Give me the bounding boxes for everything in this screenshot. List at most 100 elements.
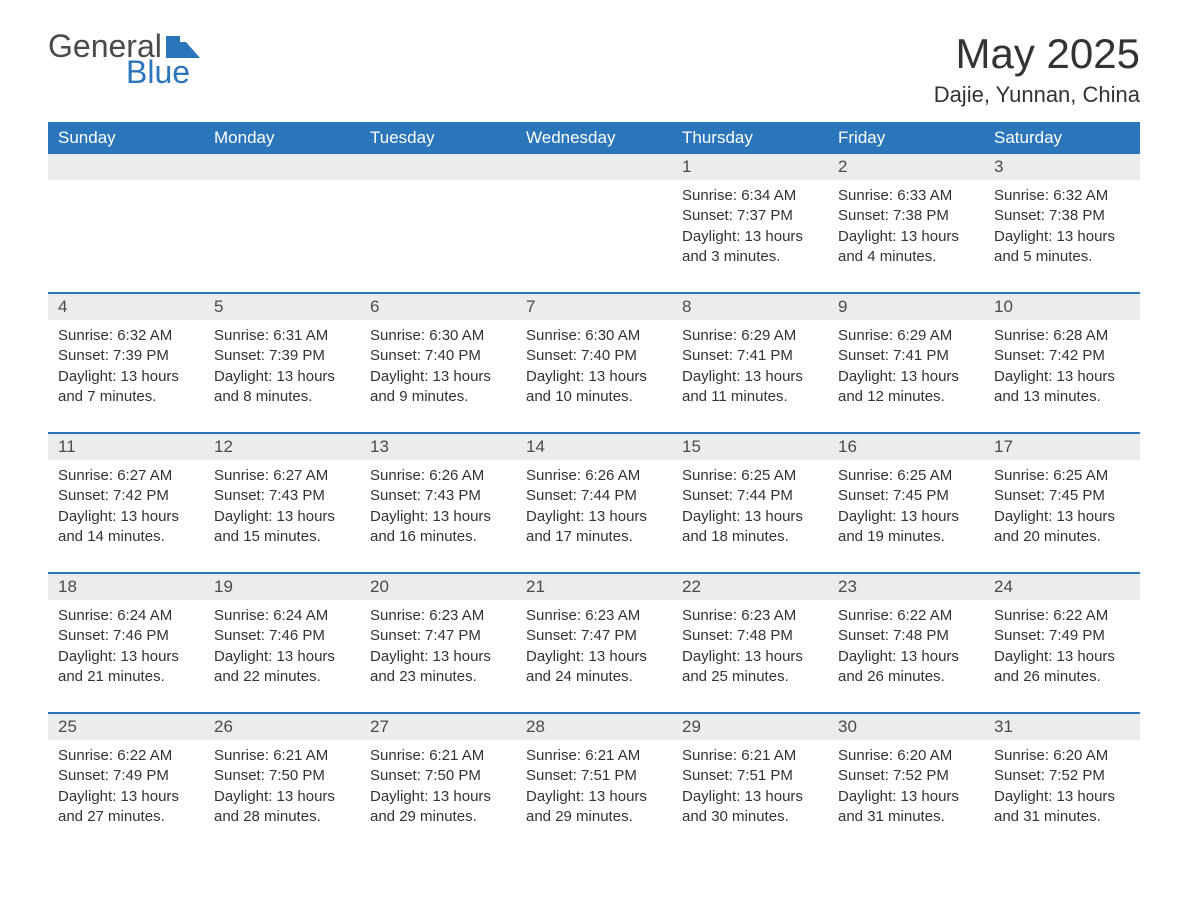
day-sunset: Sunset: 7:46 PM bbox=[214, 626, 350, 646]
calendar-day: 18Sunrise: 6:24 AMSunset: 7:46 PMDayligh… bbox=[48, 574, 204, 694]
day-body: Sunrise: 6:29 AMSunset: 7:41 PMDaylight:… bbox=[828, 320, 984, 411]
day-sunset: Sunset: 7:43 PM bbox=[214, 486, 350, 506]
day-sunrise: Sunrise: 6:20 AM bbox=[838, 746, 974, 766]
day-daylight1: Daylight: 13 hours bbox=[994, 647, 1130, 667]
day-sunset: Sunset: 7:41 PM bbox=[682, 346, 818, 366]
calendar-day: 21Sunrise: 6:23 AMSunset: 7:47 PMDayligh… bbox=[516, 574, 672, 694]
day-number: 15 bbox=[672, 434, 828, 460]
day-daylight1: Daylight: 13 hours bbox=[682, 647, 818, 667]
day-body: Sunrise: 6:32 AMSunset: 7:39 PMDaylight:… bbox=[48, 320, 204, 411]
day-daylight1: Daylight: 13 hours bbox=[682, 227, 818, 247]
day-body: Sunrise: 6:33 AMSunset: 7:38 PMDaylight:… bbox=[828, 180, 984, 271]
day-sunset: Sunset: 7:48 PM bbox=[838, 626, 974, 646]
day-daylight2: and 8 minutes. bbox=[214, 387, 350, 407]
day-sunrise: Sunrise: 6:32 AM bbox=[58, 326, 194, 346]
day-number: 16 bbox=[828, 434, 984, 460]
day-sunrise: Sunrise: 6:22 AM bbox=[58, 746, 194, 766]
day-sunrise: Sunrise: 6:27 AM bbox=[58, 466, 194, 486]
month-title: May 2025 bbox=[934, 30, 1140, 78]
day-body: Sunrise: 6:22 AMSunset: 7:48 PMDaylight:… bbox=[828, 600, 984, 691]
day-daylight2: and 15 minutes. bbox=[214, 527, 350, 547]
day-daylight2: and 28 minutes. bbox=[214, 807, 350, 827]
day-number: 28 bbox=[516, 714, 672, 740]
page-header: General Blue May 2025 Dajie, Yunnan, Chi… bbox=[48, 30, 1140, 108]
day-sunset: Sunset: 7:47 PM bbox=[526, 626, 662, 646]
day-daylight2: and 4 minutes. bbox=[838, 247, 974, 267]
calendar-day: 20Sunrise: 6:23 AMSunset: 7:47 PMDayligh… bbox=[360, 574, 516, 694]
day-sunset: Sunset: 7:51 PM bbox=[682, 766, 818, 786]
day-number: 13 bbox=[360, 434, 516, 460]
day-of-week-header: Saturday bbox=[984, 122, 1140, 154]
day-daylight1: Daylight: 13 hours bbox=[58, 367, 194, 387]
day-sunrise: Sunrise: 6:26 AM bbox=[526, 466, 662, 486]
day-daylight2: and 24 minutes. bbox=[526, 667, 662, 687]
day-daylight1: Daylight: 13 hours bbox=[838, 367, 974, 387]
day-daylight2: and 17 minutes. bbox=[526, 527, 662, 547]
day-daylight2: and 25 minutes. bbox=[682, 667, 818, 687]
day-daylight2: and 30 minutes. bbox=[682, 807, 818, 827]
day-sunset: Sunset: 7:51 PM bbox=[526, 766, 662, 786]
day-number bbox=[516, 154, 672, 180]
day-of-week-header: Wednesday bbox=[516, 122, 672, 154]
day-sunset: Sunset: 7:45 PM bbox=[838, 486, 974, 506]
day-number: 29 bbox=[672, 714, 828, 740]
day-daylight2: and 22 minutes. bbox=[214, 667, 350, 687]
day-daylight2: and 10 minutes. bbox=[526, 387, 662, 407]
day-body: Sunrise: 6:34 AMSunset: 7:37 PMDaylight:… bbox=[672, 180, 828, 271]
day-body: Sunrise: 6:25 AMSunset: 7:44 PMDaylight:… bbox=[672, 460, 828, 551]
day-sunset: Sunset: 7:44 PM bbox=[682, 486, 818, 506]
day-sunset: Sunset: 7:42 PM bbox=[994, 346, 1130, 366]
calendar-day: 30Sunrise: 6:20 AMSunset: 7:52 PMDayligh… bbox=[828, 714, 984, 834]
calendar-day: 13Sunrise: 6:26 AMSunset: 7:43 PMDayligh… bbox=[360, 434, 516, 554]
day-sunrise: Sunrise: 6:20 AM bbox=[994, 746, 1130, 766]
day-sunrise: Sunrise: 6:22 AM bbox=[838, 606, 974, 626]
day-daylight1: Daylight: 13 hours bbox=[58, 647, 194, 667]
day-body: Sunrise: 6:25 AMSunset: 7:45 PMDaylight:… bbox=[984, 460, 1140, 551]
calendar-day: 22Sunrise: 6:23 AMSunset: 7:48 PMDayligh… bbox=[672, 574, 828, 694]
day-sunset: Sunset: 7:39 PM bbox=[214, 346, 350, 366]
calendar-day-empty bbox=[516, 154, 672, 274]
day-daylight1: Daylight: 13 hours bbox=[994, 367, 1130, 387]
day-body: Sunrise: 6:22 AMSunset: 7:49 PMDaylight:… bbox=[48, 740, 204, 831]
day-daylight1: Daylight: 13 hours bbox=[214, 367, 350, 387]
day-sunrise: Sunrise: 6:29 AM bbox=[682, 326, 818, 346]
calendar-week: 11Sunrise: 6:27 AMSunset: 7:42 PMDayligh… bbox=[48, 432, 1140, 554]
calendar-day-empty bbox=[48, 154, 204, 274]
day-number: 24 bbox=[984, 574, 1140, 600]
day-daylight2: and 3 minutes. bbox=[682, 247, 818, 267]
day-body bbox=[48, 180, 204, 190]
day-number: 3 bbox=[984, 154, 1140, 180]
day-number: 14 bbox=[516, 434, 672, 460]
calendar-day: 2Sunrise: 6:33 AMSunset: 7:38 PMDaylight… bbox=[828, 154, 984, 274]
day-sunrise: Sunrise: 6:30 AM bbox=[370, 326, 506, 346]
day-daylight1: Daylight: 13 hours bbox=[370, 367, 506, 387]
day-number: 9 bbox=[828, 294, 984, 320]
day-number: 10 bbox=[984, 294, 1140, 320]
day-daylight1: Daylight: 13 hours bbox=[682, 787, 818, 807]
day-number: 2 bbox=[828, 154, 984, 180]
day-body: Sunrise: 6:29 AMSunset: 7:41 PMDaylight:… bbox=[672, 320, 828, 411]
day-number: 20 bbox=[360, 574, 516, 600]
day-sunset: Sunset: 7:50 PM bbox=[214, 766, 350, 786]
day-body: Sunrise: 6:21 AMSunset: 7:51 PMDaylight:… bbox=[672, 740, 828, 831]
day-number bbox=[360, 154, 516, 180]
day-sunset: Sunset: 7:47 PM bbox=[370, 626, 506, 646]
calendar-day-empty bbox=[360, 154, 516, 274]
day-sunrise: Sunrise: 6:32 AM bbox=[994, 186, 1130, 206]
calendar-day: 15Sunrise: 6:25 AMSunset: 7:44 PMDayligh… bbox=[672, 434, 828, 554]
day-sunrise: Sunrise: 6:24 AM bbox=[58, 606, 194, 626]
day-number: 18 bbox=[48, 574, 204, 600]
day-sunrise: Sunrise: 6:27 AM bbox=[214, 466, 350, 486]
day-daylight2: and 29 minutes. bbox=[526, 807, 662, 827]
calendar-day: 24Sunrise: 6:22 AMSunset: 7:49 PMDayligh… bbox=[984, 574, 1140, 694]
day-body bbox=[516, 180, 672, 190]
day-daylight2: and 16 minutes. bbox=[370, 527, 506, 547]
day-body bbox=[360, 180, 516, 190]
day-sunset: Sunset: 7:49 PM bbox=[994, 626, 1130, 646]
day-sunset: Sunset: 7:38 PM bbox=[994, 206, 1130, 226]
day-sunrise: Sunrise: 6:28 AM bbox=[994, 326, 1130, 346]
calendar-day: 17Sunrise: 6:25 AMSunset: 7:45 PMDayligh… bbox=[984, 434, 1140, 554]
calendar-day: 8Sunrise: 6:29 AMSunset: 7:41 PMDaylight… bbox=[672, 294, 828, 414]
day-sunset: Sunset: 7:39 PM bbox=[58, 346, 194, 366]
day-daylight1: Daylight: 13 hours bbox=[994, 507, 1130, 527]
